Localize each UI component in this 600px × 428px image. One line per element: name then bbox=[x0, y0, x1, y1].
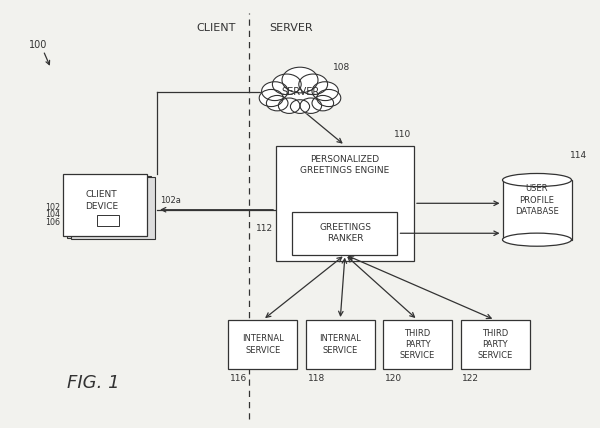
Text: INTERNAL
SERVICE: INTERNAL SERVICE bbox=[242, 334, 284, 355]
FancyBboxPatch shape bbox=[63, 175, 147, 236]
Circle shape bbox=[312, 82, 338, 101]
Text: 104: 104 bbox=[45, 210, 60, 220]
Ellipse shape bbox=[503, 233, 571, 246]
Text: 122: 122 bbox=[462, 374, 479, 383]
FancyBboxPatch shape bbox=[229, 320, 298, 369]
FancyBboxPatch shape bbox=[292, 212, 397, 255]
FancyBboxPatch shape bbox=[71, 177, 155, 240]
Text: 106: 106 bbox=[45, 217, 60, 227]
Text: INTERNAL
SERVICE: INTERNAL SERVICE bbox=[319, 334, 361, 355]
FancyBboxPatch shape bbox=[383, 320, 452, 369]
Text: 102: 102 bbox=[45, 203, 60, 212]
Ellipse shape bbox=[503, 173, 571, 187]
Text: 114: 114 bbox=[570, 152, 587, 160]
Text: THIRD
PARTY
SERVICE: THIRD PARTY SERVICE bbox=[478, 329, 512, 360]
Circle shape bbox=[262, 82, 288, 101]
FancyBboxPatch shape bbox=[97, 215, 119, 226]
Circle shape bbox=[278, 98, 300, 113]
Circle shape bbox=[290, 100, 310, 113]
Text: SERVER: SERVER bbox=[269, 23, 313, 33]
FancyBboxPatch shape bbox=[67, 176, 151, 238]
Circle shape bbox=[299, 74, 328, 95]
Text: 112: 112 bbox=[256, 224, 273, 234]
FancyBboxPatch shape bbox=[503, 180, 571, 240]
Text: 110: 110 bbox=[394, 130, 411, 139]
Ellipse shape bbox=[269, 78, 331, 106]
Text: 108: 108 bbox=[333, 62, 350, 72]
Circle shape bbox=[317, 89, 341, 107]
Text: 102a: 102a bbox=[160, 196, 181, 205]
Text: PERSONALIZED
GREETINGS ENGINE: PERSONALIZED GREETINGS ENGINE bbox=[301, 155, 389, 175]
Text: 118: 118 bbox=[308, 374, 325, 383]
Text: SERVER: SERVER bbox=[281, 87, 319, 97]
FancyBboxPatch shape bbox=[306, 320, 374, 369]
Circle shape bbox=[259, 89, 283, 107]
Circle shape bbox=[300, 98, 322, 113]
Text: USER
PROFILE
DATABASE: USER PROFILE DATABASE bbox=[515, 184, 559, 216]
FancyBboxPatch shape bbox=[276, 146, 414, 261]
Circle shape bbox=[312, 95, 334, 111]
Text: THIRD
PARTY
SERVICE: THIRD PARTY SERVICE bbox=[400, 329, 435, 360]
Text: 100: 100 bbox=[29, 40, 47, 50]
Circle shape bbox=[266, 95, 288, 111]
Text: 116: 116 bbox=[230, 374, 247, 383]
Text: CLIENT: CLIENT bbox=[196, 23, 236, 33]
Circle shape bbox=[282, 67, 318, 93]
Text: GREETINGS
RANKER: GREETINGS RANKER bbox=[319, 223, 371, 244]
FancyBboxPatch shape bbox=[461, 320, 530, 369]
Text: CLIENT
DEVICE: CLIENT DEVICE bbox=[85, 190, 118, 211]
Text: 120: 120 bbox=[385, 374, 402, 383]
Circle shape bbox=[272, 74, 301, 95]
Text: FIG. 1: FIG. 1 bbox=[67, 374, 119, 392]
